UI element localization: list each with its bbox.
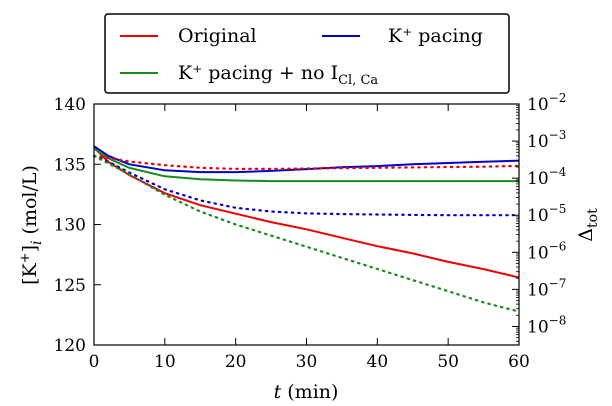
x-tick-label: 60: [508, 352, 530, 372]
y-axis-label-left: [K+]i (mol/L): [18, 165, 45, 285]
y-tick-label-right: 10−7: [527, 276, 566, 300]
y-tick-label-left: 120: [54, 336, 86, 356]
plot-frame: [93, 103, 520, 346]
series-line-delta-5: [92, 154, 521, 313]
y-tick-label-right: 10−3: [527, 128, 566, 152]
legend-label-k-pacing-no-icl: K⁺ pacing + no ICl, Ca: [178, 62, 378, 88]
legend-label-k-pacing: K⁺ pacing: [388, 25, 483, 47]
legend: Original K⁺ pacing K⁺ pacing + no ICl, C…: [104, 13, 510, 94]
y-axis-label-right: Δtot: [575, 208, 601, 242]
legend-label-original: Original: [178, 25, 257, 47]
x-tick-label: 0: [89, 352, 100, 372]
x-tick-label: 10: [154, 352, 176, 372]
x-tick-label: 50: [437, 352, 459, 372]
y-tick-label-right: 10−5: [527, 202, 566, 226]
y-tick-label-left: 135: [54, 155, 86, 175]
y-tick-label-right: 10−2: [527, 91, 566, 115]
y-tick-label-right: 10−8: [527, 313, 566, 337]
series-line-delta-4: [92, 154, 521, 217]
x-tick-label: 40: [367, 352, 389, 372]
plot-series: [92, 145, 521, 313]
ticks: [93, 103, 520, 346]
y-tick-label-right: 10−4: [527, 165, 567, 189]
x-tick-label: 30: [296, 352, 318, 372]
tick-labels: 0 10 20 30 40 50 60 120 125 130 135 140 10−8 10−7 10−6…: [54, 91, 567, 372]
y-tick-label-right: 10−6: [527, 239, 566, 263]
series-line-delta-3: [92, 154, 521, 170]
y-tick-label-left: 130: [54, 216, 86, 236]
x-axis-label: t (min): [274, 381, 339, 403]
series-line-k-1: [93, 145, 520, 174]
y-tick-label-left: 125: [54, 276, 86, 296]
series-line-k-2: [93, 147, 519, 183]
y-tick-label-left: 140: [54, 95, 86, 115]
legend-frame: [104, 13, 510, 94]
x-tick-label: 20: [225, 352, 247, 372]
